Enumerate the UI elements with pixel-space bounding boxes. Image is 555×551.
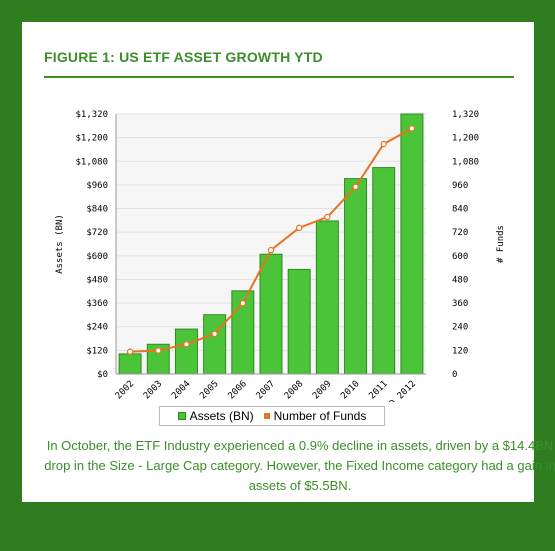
- y-tick-label: $1,320: [75, 110, 108, 120]
- point-number-of-funds: [295, 224, 303, 232]
- y-tick-label: $480: [86, 275, 108, 285]
- x-tick-label: 2005: [198, 379, 220, 401]
- point-number-of-funds: [155, 347, 162, 354]
- legend-swatch-funds: [263, 413, 270, 419]
- point-number-of-funds: [211, 330, 218, 338]
- legend-item-assets: Assets (BN): [177, 409, 254, 423]
- y-tick-label: $360: [86, 299, 108, 309]
- legend-swatch-assets: [177, 412, 186, 420]
- y2-tick-label: 0: [452, 370, 457, 380]
- y2-tick-label: 120: [452, 346, 468, 356]
- y-tick-label: $840: [86, 205, 108, 215]
- y2-tick-label: 480: [452, 275, 468, 285]
- figure-title: FIGURE 1: US ETF ASSET GROWTH YTD: [44, 49, 323, 65]
- x-tick-label: 2008: [283, 379, 305, 401]
- point-number-of-funds: [324, 213, 331, 221]
- y-tick-label: $120: [86, 346, 108, 356]
- asset-growth-chart: $0 $120 $240 $360 $480 $600 $720 $840 $960 $1,080…: [55, 110, 506, 402]
- chart-legend: Assets (BN) Number of Funds: [159, 406, 385, 426]
- y-tick-label: $240: [86, 323, 108, 333]
- x-tick-label: 2009: [311, 379, 333, 401]
- point-number-of-funds: [183, 341, 190, 348]
- x-tick-label: 2002: [114, 379, 136, 401]
- bar-assets: [287, 268, 311, 375]
- y2-tick-label: 240: [452, 323, 468, 333]
- y2-tick-label: 840: [452, 205, 468, 215]
- x-tick-label: 2011: [367, 379, 389, 401]
- y-tick-label: $960: [86, 181, 108, 191]
- bar-assets: [315, 220, 339, 375]
- legend-label-funds: Number of Funds: [273, 409, 367, 423]
- bar-assets: [118, 353, 142, 375]
- y2-tick-label: 720: [452, 228, 468, 238]
- y2-axis-title: # Funds: [496, 225, 506, 263]
- bar-assets: [174, 328, 198, 375]
- figure-panel: FIGURE 1: US ETF ASSET GROWTH YTD $0 $120…: [22, 22, 555, 502]
- y2-tick-label: 960: [452, 181, 468, 191]
- bar-assets: [400, 113, 424, 375]
- point-number-of-funds: [126, 348, 134, 355]
- point-number-of-funds: [352, 183, 359, 191]
- y-tick-label: $0: [97, 370, 108, 380]
- x-tick-label: 2004: [170, 379, 192, 401]
- figure-caption: In October, the ETF Industry experienced…: [44, 438, 555, 493]
- x-tick-label: 2010: [339, 379, 361, 401]
- y2-tick-label: 1,320: [452, 110, 479, 120]
- y-tick-label: $1,080: [75, 157, 108, 167]
- y-axis-title: Assets (BN): [55, 214, 65, 274]
- y-tick-label: $720: [86, 228, 108, 238]
- x-tick-label: 2007: [255, 379, 277, 401]
- bar-assets: [344, 178, 368, 375]
- y2-tick-label: 1,200: [452, 134, 479, 144]
- y2-tick-label: 360: [452, 299, 468, 309]
- y-tick-label: $1,200: [75, 134, 108, 144]
- point-number-of-funds: [239, 300, 247, 307]
- bar-assets: [372, 167, 396, 375]
- title-divider: [44, 76, 514, 78]
- bar-assets: [259, 253, 283, 375]
- point-number-of-funds: [267, 246, 275, 254]
- bar-assets: [203, 314, 227, 375]
- point-number-of-funds: [380, 140, 387, 148]
- legend-label-assets: Assets (BN): [189, 409, 254, 423]
- point-number-of-funds: [408, 125, 416, 132]
- legend-item-funds: Number of Funds: [263, 409, 367, 423]
- y-tick-label: $600: [86, 252, 108, 262]
- y2-tick-label: 600: [452, 252, 468, 262]
- x-tick-label: 2003: [142, 379, 164, 401]
- y2-tick-label: 1,080: [452, 157, 479, 167]
- x-tick-label: 2006: [227, 379, 249, 401]
